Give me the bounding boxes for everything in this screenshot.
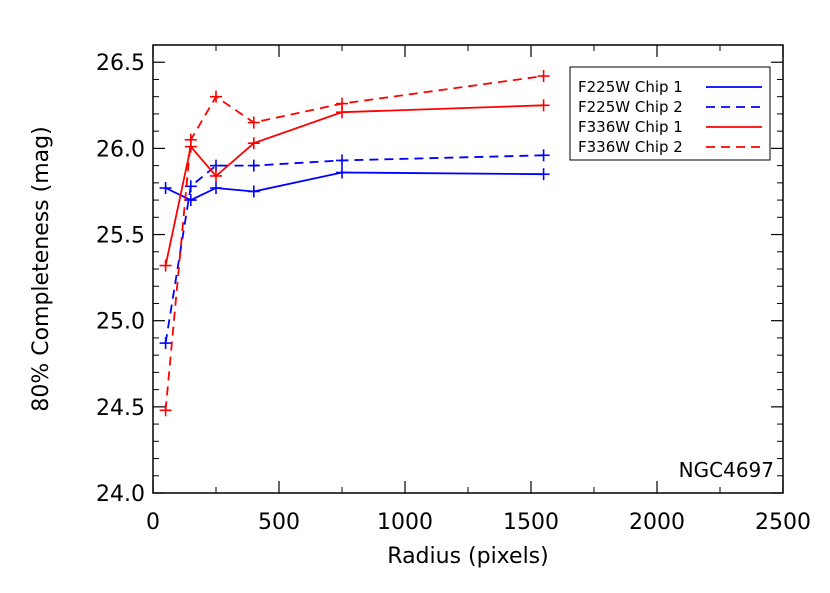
data-point	[537, 168, 550, 181]
data-point	[247, 185, 260, 198]
x-tick-label: 2000	[629, 510, 685, 535]
legend-box	[569, 66, 771, 161]
legend-label: F225W Chip 1	[578, 78, 683, 96]
series-1	[159, 166, 550, 207]
plot-frame	[152, 44, 784, 494]
data-point	[210, 182, 222, 195]
data-point	[336, 166, 348, 179]
x-tick-label: 500	[258, 510, 300, 535]
series-2	[159, 149, 550, 350]
y-tick-label: 26.0	[96, 137, 145, 162]
data-point	[537, 149, 550, 162]
legend-label: F336W Chip 2	[578, 138, 683, 156]
series-line	[165, 171, 544, 202]
x-tick-label: 1000	[377, 510, 433, 535]
x-tick-label: 2500	[755, 510, 811, 535]
galaxy-label: NGC4697	[679, 458, 774, 482]
data-point	[336, 97, 348, 110]
series-3	[159, 99, 550, 272]
series-layer	[159, 70, 550, 417]
data-point	[184, 194, 197, 207]
series-line	[164, 75, 544, 411]
data-point	[537, 99, 550, 112]
data-point	[247, 116, 260, 129]
data-point	[336, 154, 348, 167]
data-point	[159, 182, 172, 195]
series-line	[164, 154, 544, 344]
series-4	[159, 70, 550, 417]
data-point	[210, 169, 222, 182]
data-point	[184, 133, 197, 146]
data-point	[159, 337, 172, 350]
y-tick-label: 26.5	[96, 51, 145, 76]
x-axis-title: Radius (pixels)	[387, 544, 548, 569]
y-axis-title: 80% Completeness (mag)	[29, 126, 54, 411]
data-point	[247, 159, 260, 172]
y-tick-label: 24.0	[96, 482, 145, 507]
data-point	[247, 137, 260, 150]
series-line	[164, 104, 544, 266]
x-tick-label: 1500	[503, 510, 559, 535]
data-point	[210, 159, 222, 172]
y-tick-label: 24.5	[96, 396, 145, 421]
legend-label: F225W Chip 2	[578, 98, 683, 116]
data-point	[537, 70, 550, 83]
data-point	[159, 259, 172, 272]
legend-label: F336W Chip 1	[578, 118, 683, 136]
axis-ticks: 0 500 1000 1500 2000 2500 24.0 24.5 25.0 25.5 26.0…	[96, 45, 811, 535]
legend: F225W Chip 1 F225W Chip 2 F336W Chip 1 F336…	[569, 66, 771, 161]
x-tick-label: 0	[146, 510, 160, 535]
data-point	[210, 90, 222, 103]
y-tick-label: 25.0	[96, 310, 145, 335]
y-tick-label: 25.5	[96, 224, 145, 249]
data-point	[159, 404, 172, 417]
